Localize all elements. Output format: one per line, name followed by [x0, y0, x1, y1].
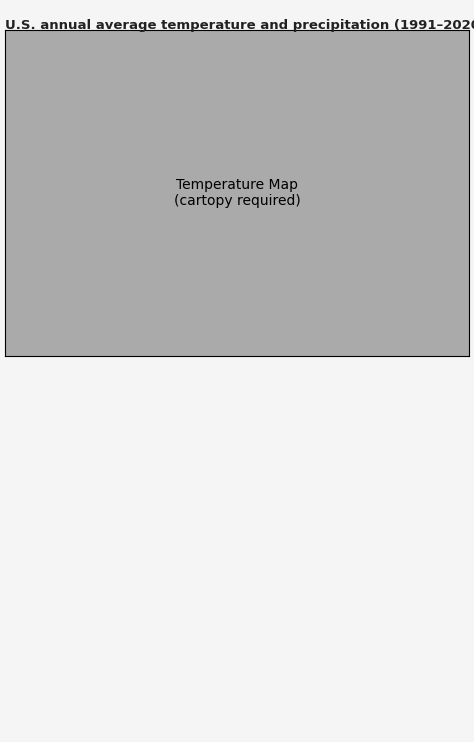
Text: U.S. annual average temperature and precipitation (1991–2020): U.S. annual average temperature and prec… — [5, 19, 474, 32]
Text: Temperature Map
(cartopy required): Temperature Map (cartopy required) — [173, 178, 301, 208]
